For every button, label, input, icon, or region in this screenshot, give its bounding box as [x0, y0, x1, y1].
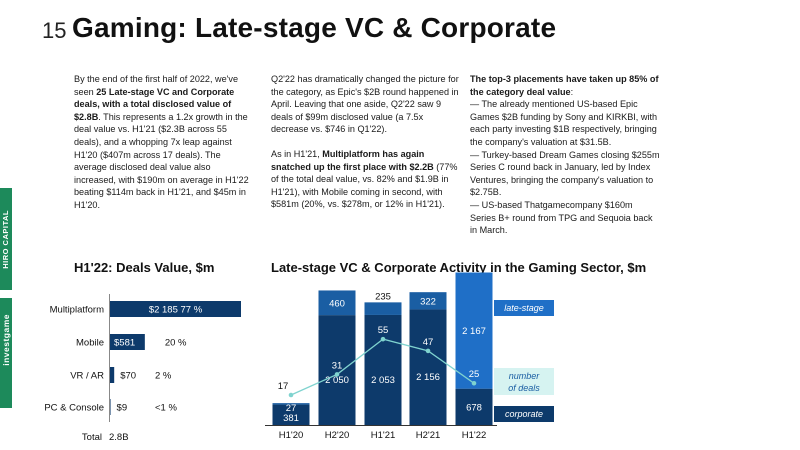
- percent-label-2: 2 %: [155, 371, 172, 382]
- deals-label-1: 31: [332, 360, 343, 371]
- legend-deals-line-1: number: [509, 371, 541, 381]
- page-number: 15: [42, 18, 67, 43]
- corporate-bar-3: [409, 309, 447, 425]
- text-column-2: Q2'22 has dramatically changed the pictu…: [271, 73, 461, 223]
- col3-item-2: — Turkey-based Dream Games closing $255m…: [470, 149, 660, 198]
- category-label-2: VR / AR: [70, 371, 104, 382]
- late-stage-bar-4: [455, 272, 493, 389]
- legend-deals-line-2: of deals: [508, 383, 540, 393]
- activity-chart-title: Late-stage VC & Corporate Activity in th…: [271, 260, 647, 275]
- late-stage-label-1: 460: [329, 298, 345, 309]
- x-tick-label-1: H2'20: [325, 430, 350, 441]
- legend-corporate: corporate: [505, 409, 543, 419]
- corporate-label-3: 2 156: [416, 372, 440, 383]
- late-stage-label-4: 2 167: [462, 326, 486, 337]
- late-stage-label-3: 322: [420, 296, 436, 307]
- deals-point-3: [425, 348, 431, 354]
- col1-post: . This represents a 1.2x growth in the d…: [74, 111, 249, 210]
- category-label-3: PC & Console: [44, 403, 104, 414]
- col1-pre: By the end of the first half of 2022, we…: [74, 74, 239, 97]
- late-stage-label-0: 27: [286, 403, 297, 414]
- late-stage-bar-0: [272, 403, 310, 405]
- text-column-3: The top-3 placements have taken up 85% o…: [470, 73, 660, 237]
- value-label-1: $581: [114, 338, 135, 349]
- deals-point-4: [471, 380, 477, 386]
- legend-deals-box: [494, 368, 554, 395]
- col3-bold: The top-3 placements have taken up 85% o…: [470, 74, 659, 97]
- col1-bold: 25 Late-stage VC and Corporate deals, wi…: [74, 86, 235, 122]
- corporate-label-2: 2 053: [371, 375, 395, 386]
- corporate-bar-1: [318, 315, 356, 425]
- col2-p2-bold: Multiplatform has again snatched up the …: [271, 148, 434, 172]
- late-stage-bar-2: [364, 302, 402, 315]
- corporate-label-4: 678: [466, 402, 482, 413]
- value-label-2: $70: [120, 371, 136, 382]
- corporate-bar-2: [364, 314, 402, 425]
- corporate-bar-0: [272, 404, 310, 425]
- percent-label-3: <1 %: [155, 403, 177, 414]
- deals-point-1: [334, 372, 340, 377]
- deals-label-2: 55: [378, 325, 389, 336]
- col2-p2-pre: As in H1'21,: [271, 148, 323, 159]
- sidebar-brand-top: HIRO CAPITAL: [0, 188, 12, 290]
- x-tick-label-2: H1'21: [371, 430, 396, 441]
- corporate-label-1: 2 050: [325, 375, 349, 386]
- col3-item-1: — The already mentioned US-based Epic Ga…: [470, 99, 658, 147]
- col3-item-3: — US-based Thatgamecompany $160m Series …: [470, 199, 653, 236]
- value-label-3: $9: [117, 403, 128, 414]
- col2-paragraph-1: Q2'22 has dramatically changed the pictu…: [271, 74, 459, 135]
- bar-1: [110, 334, 145, 350]
- total-label: Total: [82, 432, 102, 443]
- deals-point-0: [288, 392, 294, 398]
- bar-3: [110, 399, 111, 415]
- late-stage-bar-1: [318, 290, 356, 316]
- sidebar-brand-bottom: investgame: [0, 298, 12, 408]
- col2-p2-post: (77% of the total deal value, vs. 82% an…: [271, 161, 458, 210]
- late-stage-label-2: 235: [375, 291, 391, 302]
- deals-value-chart: Multiplatform $2 185 77 % Mobile $581 20 % VR…: [44, 294, 241, 443]
- page-title: Gaming: Late-stage VC & Corporate: [72, 12, 557, 43]
- category-label-1: Mobile: [76, 338, 104, 349]
- x-tick-label-4: H1'22: [462, 430, 487, 441]
- legend-late-stage-box: [494, 300, 554, 316]
- deals-label-4: 25: [469, 369, 480, 380]
- corporate-bar-4: [455, 388, 493, 425]
- sidebar-brand-top-text: HIRO CAPITAL: [1, 210, 10, 269]
- deals-point-2: [380, 336, 386, 342]
- total-value: 2.8B: [109, 432, 129, 443]
- late-stage-bar-3: [409, 292, 447, 310]
- col3-colon: :: [570, 86, 574, 97]
- category-label-0: Multiplatform: [50, 305, 104, 316]
- percent-label-1: 20 %: [165, 338, 187, 349]
- deals-value-chart-title: H1'22: Deals Value, $m: [74, 260, 215, 275]
- deals-label-0: 17: [278, 381, 289, 392]
- value-label-0: $2 185 77 %: [149, 305, 203, 316]
- bar-0: [110, 301, 241, 317]
- x-tick-label-3: H2'21: [416, 430, 441, 441]
- legend-corporate-box: [494, 406, 554, 422]
- deals-label-3: 47: [423, 337, 434, 348]
- corporate-label-0: 381: [283, 413, 299, 424]
- legend-late-stage: late-stage: [504, 303, 544, 313]
- x-tick-label-0: H1'20: [279, 430, 304, 441]
- bar-2: [110, 367, 115, 383]
- text-column-1: By the end of the first half of 2022, we…: [74, 73, 254, 212]
